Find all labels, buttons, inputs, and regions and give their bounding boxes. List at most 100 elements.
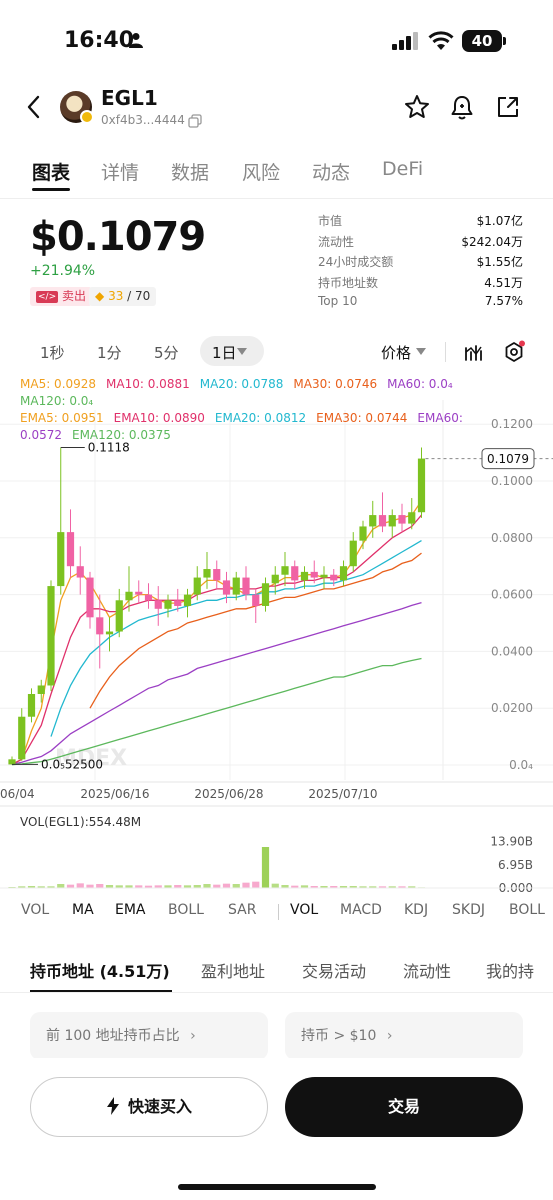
indicator-vol[interactable]: VOL: [21, 902, 50, 918]
volume-bar: [291, 885, 299, 888]
timeframe-1m[interactable]: 1分: [97, 344, 122, 362]
candle-body: [164, 600, 172, 609]
battery-icon: 40: [462, 30, 502, 52]
candle-body: [369, 515, 377, 527]
audit-score: 33: [108, 289, 124, 303]
volume-bar: [300, 885, 309, 888]
quick-buy-button[interactable]: 快速买入: [30, 1077, 268, 1137]
volume-bar: [369, 886, 377, 888]
divider: [278, 904, 279, 920]
tab-chart[interactable]: 图表: [32, 162, 71, 184]
ma-legend-item: 0.0572: [20, 428, 62, 442]
token-name: EGL1: [101, 86, 158, 110]
audit-score-total: / 70: [127, 289, 151, 303]
indicator-ema[interactable]: EMA: [115, 902, 146, 918]
bell-alert-icon[interactable]: [448, 93, 476, 121]
timeframe-1s[interactable]: 1秒: [40, 344, 65, 362]
tab-my-holdings[interactable]: 我的持: [486, 962, 535, 981]
tab-trading-activity[interactable]: 交易活动: [302, 962, 367, 981]
tab-profitable-addresses[interactable]: 盈利地址: [201, 962, 266, 981]
volume-bar: [105, 885, 114, 888]
sub-indicator-skdj[interactable]: SKDJ: [452, 902, 485, 918]
indicator-chart-icon[interactable]: [464, 342, 484, 362]
volume-bar: [37, 886, 45, 888]
tab-active-indicator: [32, 188, 70, 191]
ma-legend-item: MA120: 0.0₄: [20, 394, 94, 408]
low-marker-label: 0.0₅52500: [41, 757, 103, 771]
volume-bar: [339, 886, 348, 888]
volume-bar: [408, 886, 416, 888]
candle-body: [398, 515, 406, 524]
divider: [0, 198, 553, 199]
sub-indicator-boll[interactable]: BOLL: [509, 902, 545, 918]
divider: [445, 342, 446, 362]
candle-body: [86, 577, 94, 618]
volume-bar: [115, 885, 123, 888]
candle-body: [37, 685, 45, 694]
chain-badge-icon: [80, 110, 94, 124]
timeframe-1d[interactable]: 1日: [212, 344, 237, 362]
stat-value: $1.07亿: [476, 214, 523, 228]
sub-indicator-kdj[interactable]: KDJ: [404, 902, 429, 918]
tab-holders[interactable]: 持币地址 (4.51万): [30, 962, 170, 981]
price-chart[interactable]: 0.1200 0.1000 0.0800 0.0600 0.0400 0.0200 0.0₄…: [0, 370, 553, 900]
share-icon[interactable]: [494, 93, 522, 121]
volume-bar: [398, 886, 406, 888]
token-stats: 市值 $1.07亿 流动性 $242.04万 24小时成交额 $1.55亿 持币地址数…: [318, 212, 523, 315]
holding-filter-chip[interactable]: 持币 > $10 ›: [285, 1012, 523, 1060]
code-icon: </>: [36, 291, 59, 303]
volume-bar: [96, 884, 104, 888]
sell-label: 卖出: [61, 289, 86, 303]
sell-badge[interactable]: </> 卖出: [30, 287, 92, 306]
candle-body: [349, 540, 357, 567]
indicator-boll[interactable]: BOLL: [168, 902, 204, 918]
settings-hexagon-icon[interactable]: [502, 340, 526, 364]
volume-bar: [47, 886, 55, 888]
back-arrow-icon[interactable]: [24, 92, 44, 122]
divider: [0, 992, 553, 993]
star-icon[interactable]: [403, 93, 431, 121]
y-tick-label: 0.0400: [491, 644, 533, 658]
copy-icon[interactable]: [188, 114, 202, 128]
sub-indicator-vol[interactable]: VOL: [290, 902, 319, 918]
trade-button[interactable]: 交易: [285, 1077, 523, 1137]
volume-bar: [252, 881, 260, 888]
candlestick-chart[interactable]: 0.1200 0.1000 0.0800 0.0600 0.0400 0.0200 0.0₄…: [0, 370, 553, 900]
candle-body: [57, 532, 65, 587]
ma-line-ma30: [89, 552, 422, 709]
indicator-sar[interactable]: SAR: [228, 902, 257, 918]
candle-body: [66, 532, 75, 567]
tab-activity[interactable]: 动态: [312, 162, 351, 184]
tab-defi[interactable]: DeFi: [382, 158, 424, 180]
tab-liquidity[interactable]: 流动性: [403, 962, 452, 981]
volume-bar: [135, 885, 143, 888]
tab-details[interactable]: 详情: [101, 162, 140, 184]
volume-bar: [86, 884, 94, 888]
volume-bar: [320, 886, 328, 888]
main-tabs: 图表 详情 数据 风险 动态 DeFi: [0, 150, 553, 194]
bottom-action-bar: 快速买入 交易: [0, 1058, 553, 1200]
tab-data[interactable]: 数据: [171, 162, 210, 184]
stat-liquidity: 流动性 $242.04万: [318, 233, 523, 254]
wifi-icon: [428, 31, 454, 50]
volume-bar: [76, 883, 84, 888]
y-tick-label: 0.0200: [491, 701, 533, 715]
indicator-ma[interactable]: MA: [72, 902, 94, 918]
candle-body: [8, 759, 16, 765]
diamond-icon: ◆: [95, 289, 105, 303]
audit-score-badge[interactable]: ◆ 33 / 70: [89, 287, 157, 306]
timeframe-5m[interactable]: 5分: [154, 344, 179, 362]
volume-bar: [57, 884, 65, 888]
current-price: $0.1079: [30, 214, 206, 260]
top100-share-chip[interactable]: 前 100 地址持币占比 ›: [30, 1012, 268, 1060]
ma-legend-item: EMA30: 0.0744: [316, 411, 408, 425]
candle-body: [27, 694, 36, 717]
candle-body: [408, 512, 416, 524]
sub-indicator-macd[interactable]: MACD: [340, 902, 382, 918]
volume-title: VOL(EGL1):554.48M: [20, 815, 141, 829]
ma-legend-item: MA60: 0.0₄: [387, 377, 453, 391]
tab-risk[interactable]: 风险: [242, 162, 281, 184]
volume-bar: [174, 885, 182, 888]
price-selector[interactable]: 价格: [381, 344, 412, 362]
stat-value: $242.04万: [461, 234, 523, 249]
